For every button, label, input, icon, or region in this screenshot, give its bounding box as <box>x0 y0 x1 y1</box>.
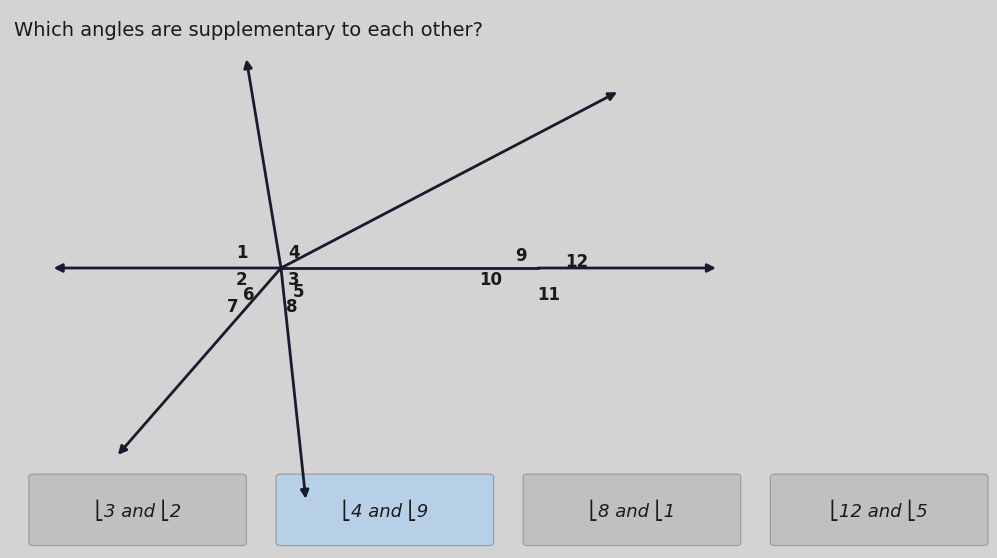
FancyBboxPatch shape <box>29 474 246 546</box>
Text: 3: 3 <box>288 271 300 289</box>
Text: 2: 2 <box>236 271 247 289</box>
Text: 7: 7 <box>227 298 239 316</box>
Text: 10: 10 <box>479 271 501 289</box>
Text: 1: 1 <box>236 244 247 262</box>
Text: ⎣12 and ⎣5: ⎣12 and ⎣5 <box>831 499 928 521</box>
Text: 4: 4 <box>288 244 300 262</box>
Text: 6: 6 <box>242 286 254 304</box>
Text: 8: 8 <box>286 298 298 316</box>
Text: 12: 12 <box>565 253 589 271</box>
Text: 11: 11 <box>537 286 560 304</box>
Text: ⎣3 and ⎣2: ⎣3 and ⎣2 <box>95 499 180 521</box>
Text: 5: 5 <box>293 283 304 301</box>
FancyBboxPatch shape <box>523 474 741 546</box>
Text: Which angles are supplementary to each other?: Which angles are supplementary to each o… <box>14 21 484 40</box>
Text: ⎣8 and ⎣1: ⎣8 and ⎣1 <box>589 499 675 521</box>
FancyBboxPatch shape <box>771 474 988 546</box>
Text: ⎣4 and ⎣9: ⎣4 and ⎣9 <box>342 499 428 521</box>
Text: 9: 9 <box>514 247 526 265</box>
FancyBboxPatch shape <box>276 474 494 546</box>
